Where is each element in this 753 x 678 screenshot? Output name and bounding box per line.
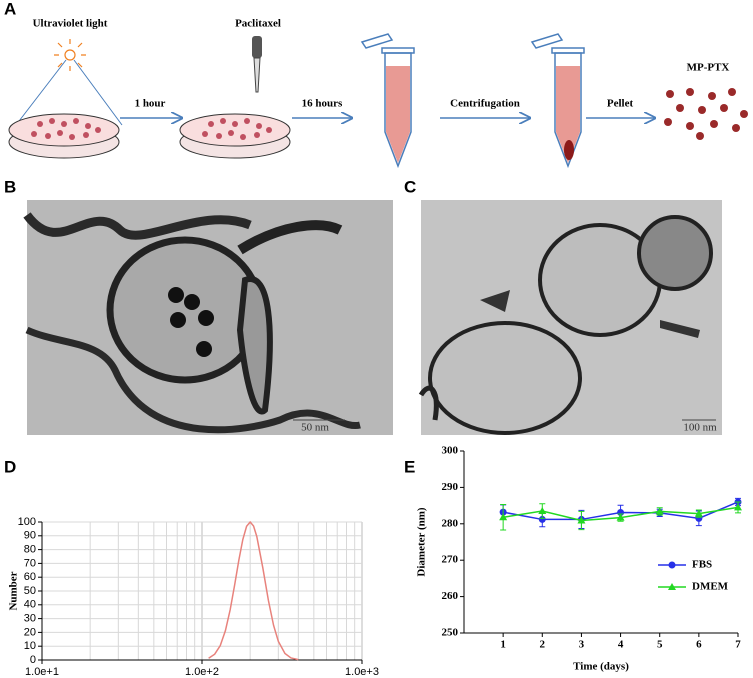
panel-label: B	[4, 177, 16, 196]
y-tick-label: 90	[24, 530, 36, 542]
microparticles	[664, 88, 748, 140]
y-tick-label: 300	[442, 445, 459, 457]
y-tick-label: 0	[30, 654, 36, 666]
legend-marker	[668, 583, 676, 590]
panel-label: E	[404, 457, 415, 476]
dish	[179, 113, 291, 159]
source-label: Ultraviolet light	[33, 18, 108, 30]
y-axis-title: Number	[8, 571, 20, 610]
uv-source	[54, 39, 86, 71]
y-tick-label: 20	[24, 626, 36, 638]
scale-bar-label: 50 nm	[301, 422, 329, 434]
y-tick-label: 70	[24, 557, 36, 569]
step-label: Pellet	[607, 98, 634, 110]
legend-marker	[668, 561, 676, 569]
y-tick-label: 100	[18, 516, 36, 528]
panel-label: D	[4, 457, 16, 476]
data-point	[538, 507, 547, 515]
scale-bar-label: 100 nm	[683, 422, 717, 434]
tube	[360, 33, 415, 169]
y-tick-label: 10	[24, 640, 36, 652]
data-point	[734, 503, 742, 511]
x-tick-label: 1	[500, 639, 506, 651]
y-tick-label: 50	[24, 585, 36, 597]
y-tick-label: 250	[442, 627, 459, 639]
x-tick-label: 1.0e+1	[25, 666, 59, 678]
data-line	[208, 520, 299, 661]
x-tick-label: 6	[696, 639, 702, 651]
step-label: 1 hour	[135, 98, 166, 110]
x-tick-label: 5	[657, 639, 663, 651]
tube	[530, 33, 585, 169]
step-label: 16 hours	[302, 98, 343, 110]
y-tick-label: 60	[24, 571, 36, 583]
x-tick-label: 2	[540, 639, 546, 651]
dish	[8, 113, 120, 159]
x-axis-title: Time (days)	[573, 661, 629, 673]
panel-label: C	[404, 177, 416, 196]
y-tick-label: 270	[442, 554, 459, 566]
panel-label: A	[4, 0, 16, 18]
y-tick-label: 80	[24, 544, 36, 556]
x-tick-label: 3	[579, 639, 585, 651]
dropper	[252, 36, 262, 93]
y-tick-label: 280	[442, 517, 459, 529]
drug-label: Paclitaxel	[235, 18, 281, 30]
data-point	[655, 507, 664, 515]
legend-label: FBS	[692, 559, 712, 571]
data-point	[499, 513, 508, 521]
tem-image: 100 nm	[418, 200, 722, 435]
tem-image: 50 nm	[23, 200, 393, 435]
x-tick-label: 4	[618, 639, 624, 651]
y-axis-title: Diameter (nm)	[416, 507, 428, 576]
y-tick-label: 290	[442, 481, 459, 493]
legend-label: DMEM	[692, 581, 729, 593]
step-label: Centrifugation	[450, 98, 520, 110]
y-tick-label: 30	[24, 613, 36, 625]
data-point	[538, 515, 546, 523]
schematic: Ultraviolet light Paclitaxel	[8, 18, 748, 169]
product-label: MP-PTX	[687, 62, 730, 74]
x-tick-label: 1.0e+3	[345, 666, 379, 678]
uv-rays	[15, 59, 123, 126]
data-point	[694, 509, 703, 517]
y-tick-label: 40	[24, 599, 36, 611]
y-tick-label: 260	[442, 590, 459, 602]
data-point	[616, 513, 625, 521]
data-point	[577, 516, 586, 524]
x-tick-label: 7	[735, 639, 741, 651]
x-tick-label: 1.0e+2	[185, 666, 219, 678]
